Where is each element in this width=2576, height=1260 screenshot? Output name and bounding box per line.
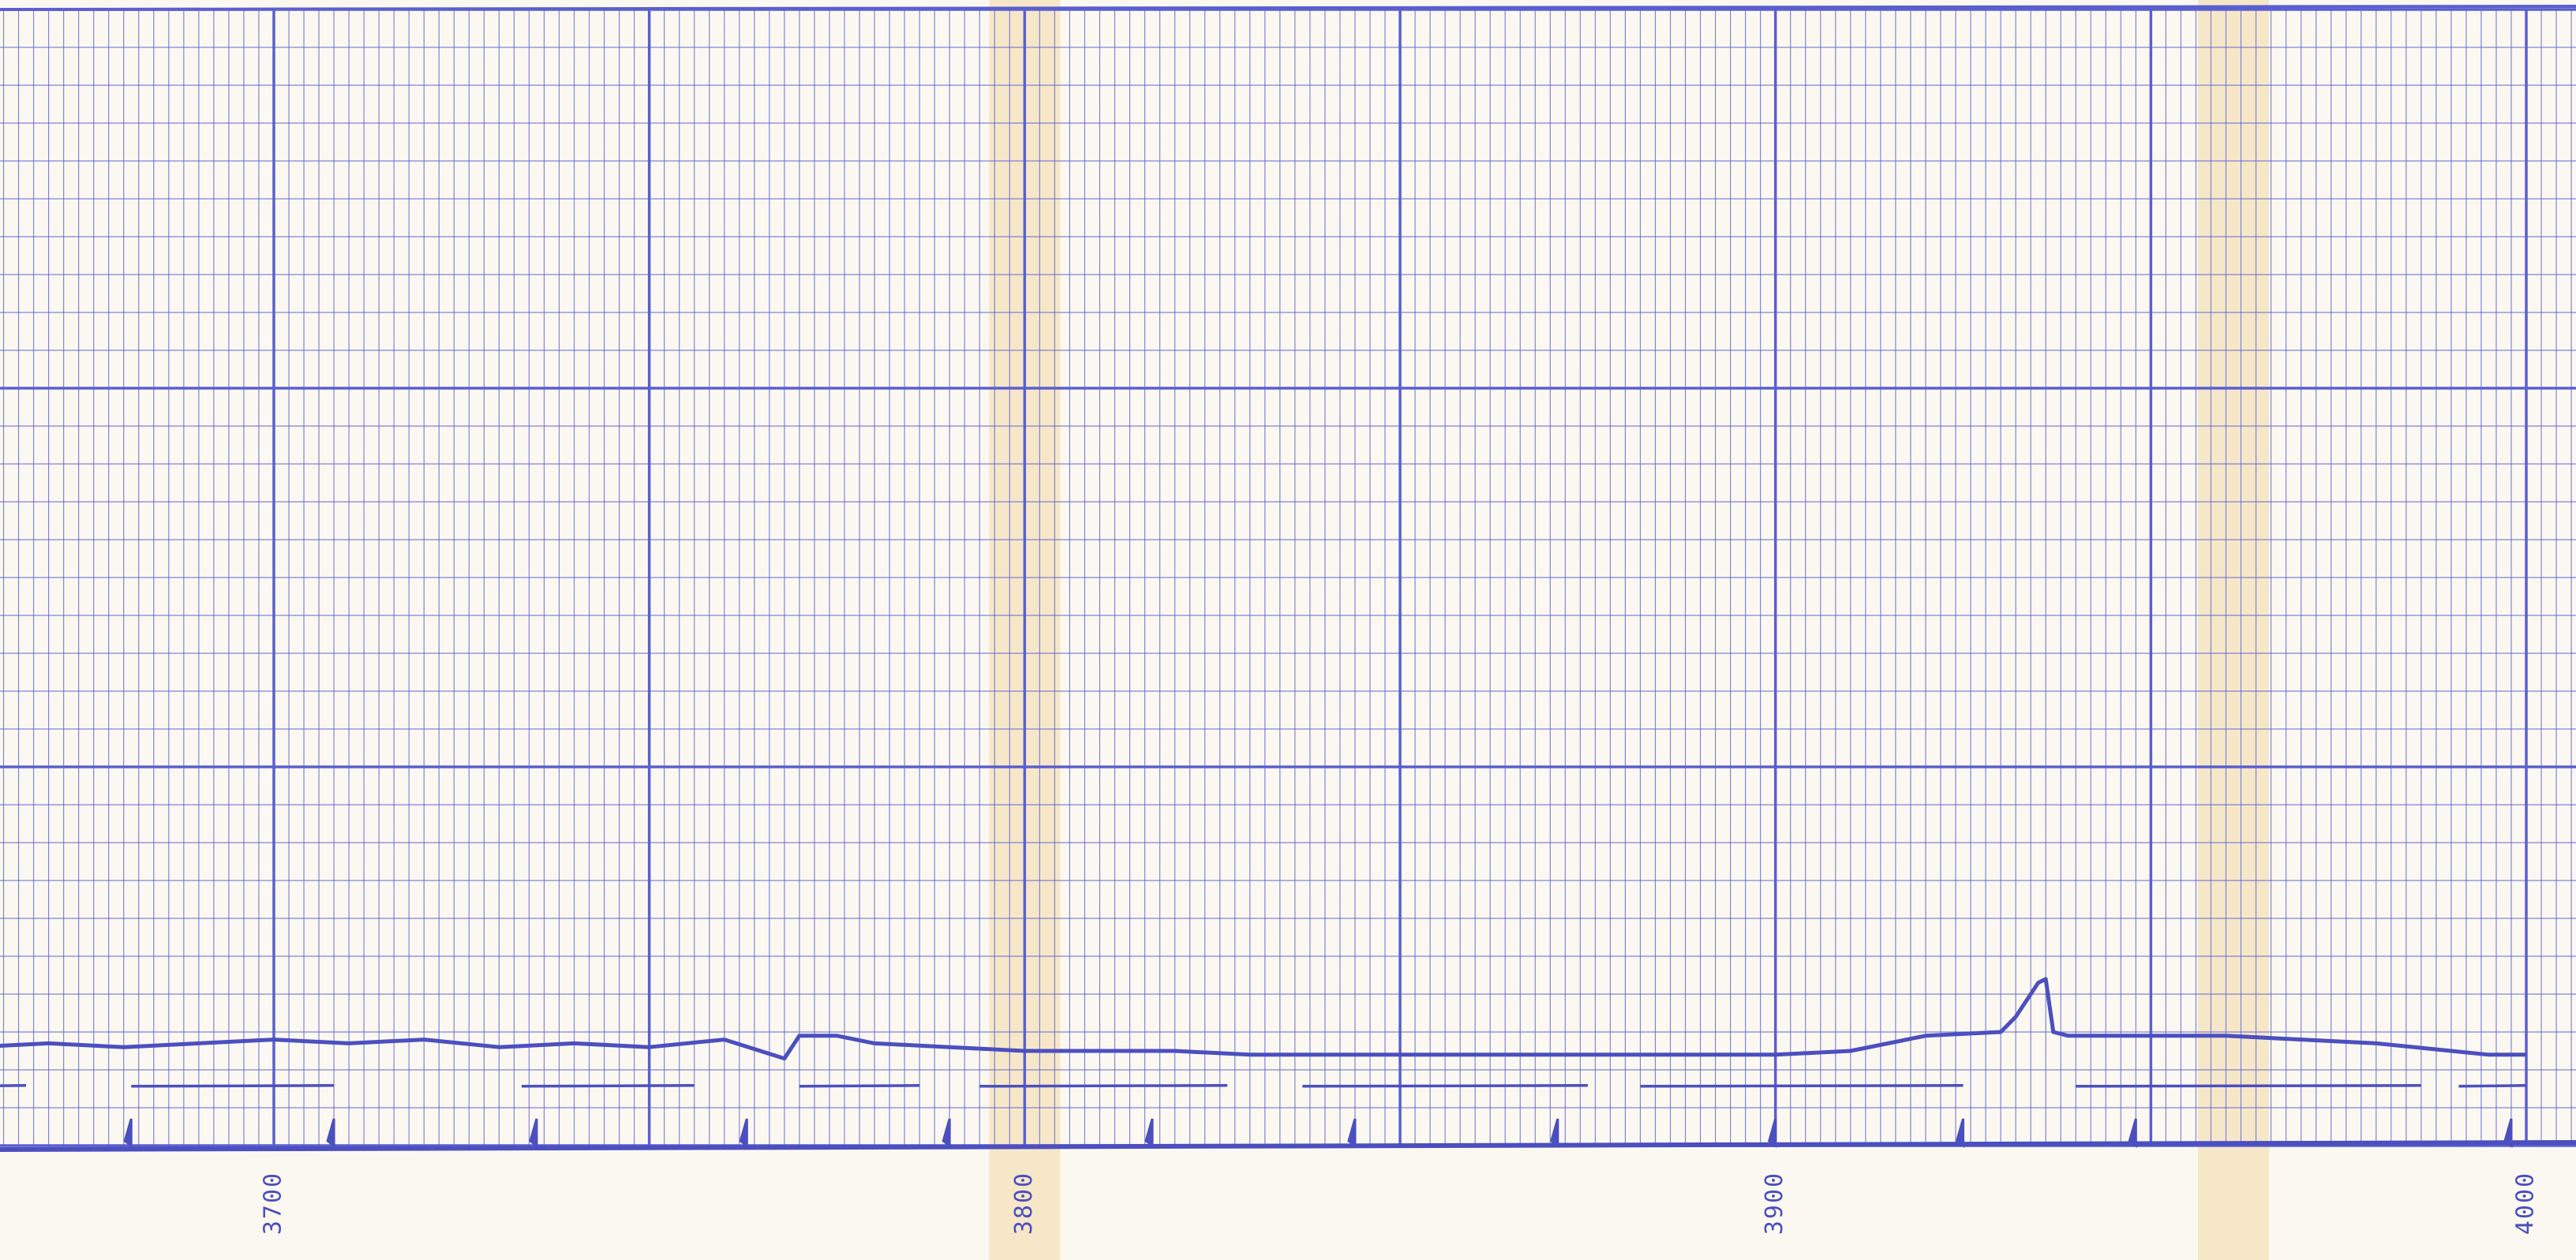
event-mark (2503, 1118, 2513, 1148)
x-axis-baseline (0, 1140, 2576, 1152)
event-mark (1767, 1118, 1777, 1148)
data-trace (0, 977, 2526, 1061)
x-tick-label: 3800 (1010, 1172, 1038, 1235)
event-mark (1955, 1118, 1964, 1148)
event-mark (1347, 1118, 1357, 1148)
event-mark (529, 1118, 538, 1148)
event-mark (123, 1118, 133, 1148)
event-mark (1550, 1118, 1559, 1148)
event-mark (942, 1118, 951, 1148)
top-border (0, 5, 2576, 11)
minor-gridlines (0, 9, 2576, 1146)
event-mark (1144, 1118, 1154, 1148)
event-mark (2128, 1118, 2137, 1148)
x-tick-label: 3700 (260, 1172, 287, 1235)
x-tick-labels: 3700 3800 3900 4000 (260, 1172, 2540, 1235)
event-mark (326, 1118, 335, 1148)
fold-band (2197, 0, 2269, 1260)
event-marks (123, 1118, 2513, 1148)
x-tick-label: 4000 (2512, 1172, 2540, 1235)
x-tick-label: 3900 (1761, 1172, 1788, 1235)
event-mark (739, 1118, 748, 1148)
